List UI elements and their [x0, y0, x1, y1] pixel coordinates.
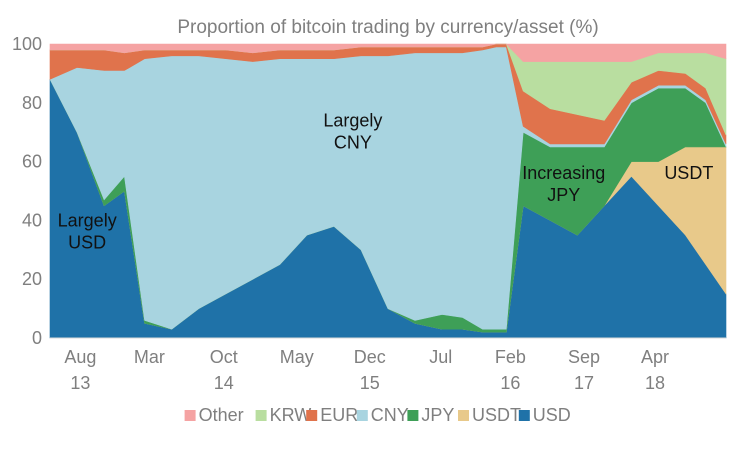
x-tick-year-label: 13 — [70, 373, 90, 393]
x-tick-label: Jul — [429, 347, 452, 367]
x-tick-year-label: 18 — [645, 373, 665, 393]
legend-item-krw: KRW — [255, 405, 312, 425]
legend-label: EUR — [320, 405, 358, 425]
x-tick-year-label: 14 — [214, 373, 234, 393]
y-tick-label: 40 — [22, 210, 42, 230]
legend-swatch — [306, 410, 318, 421]
x-tick-label: Sep — [568, 347, 600, 367]
annotation-label: Increasing JPY — [522, 163, 605, 205]
x-axis: Aug 13 Mar Oct 14 May Dec 15 Jul Feb 16 Sep 17 Apr 18 — [50, 337, 726, 393]
legend-item-eur: EUR — [306, 405, 358, 425]
legend-label: JPY — [421, 405, 454, 425]
x-tick-label: Aug — [64, 347, 96, 367]
legend-swatch — [184, 410, 196, 421]
x-tick-label: Oct — [210, 347, 238, 367]
y-tick-label: 20 — [22, 269, 42, 289]
x-tick-label: Apr — [641, 347, 669, 367]
legend-label: USD — [533, 405, 571, 425]
chart-title: Proportion of bitcoin trading by currenc… — [177, 17, 598, 38]
legend-label: USDT — [472, 405, 521, 425]
annotation-label: USDT — [664, 163, 713, 183]
annotation-label: Largely USD — [58, 210, 117, 252]
legend-label: Other — [199, 405, 244, 425]
legend-swatch — [407, 410, 419, 421]
annotation-label: Largely CNY — [323, 110, 382, 152]
legend-swatch — [356, 410, 368, 421]
legend-swatch — [458, 410, 469, 421]
x-tick-year-label: 15 — [360, 373, 380, 393]
legend-item-usd: USD — [518, 405, 571, 425]
legend: Other KRW EUR CNY JPY USDT USD — [184, 405, 571, 425]
y-axis: 0 20 40 60 80 100 — [12, 34, 42, 348]
annotations: Largely USD Largely CNY Increasing JPY USDT — [58, 110, 714, 252]
y-tick-label: 80 — [22, 93, 42, 113]
y-tick-label: 100 — [12, 34, 42, 54]
x-tick-label: Dec — [354, 347, 386, 367]
legend-swatch — [255, 410, 267, 421]
x-tick-year-label: 16 — [500, 373, 520, 393]
legend-item-jpy: JPY — [407, 405, 454, 425]
x-tick-year-label: 17 — [574, 373, 594, 393]
x-tick-label: May — [280, 347, 314, 367]
y-tick-label: 0 — [32, 328, 42, 348]
area-other — [49, 43, 727, 62]
plot-area — [49, 43, 727, 339]
legend-item-cny: CNY — [356, 405, 409, 425]
legend-swatch — [518, 410, 530, 421]
legend-label: CNY — [371, 405, 409, 425]
y-tick-label: 60 — [22, 152, 42, 172]
legend-item-other: Other — [184, 405, 244, 425]
x-tick-label: Feb — [495, 347, 526, 367]
legend-item-usdt: USDT — [458, 405, 521, 425]
x-tick-label: Mar — [134, 347, 165, 367]
legend-label: KRW — [270, 405, 312, 425]
